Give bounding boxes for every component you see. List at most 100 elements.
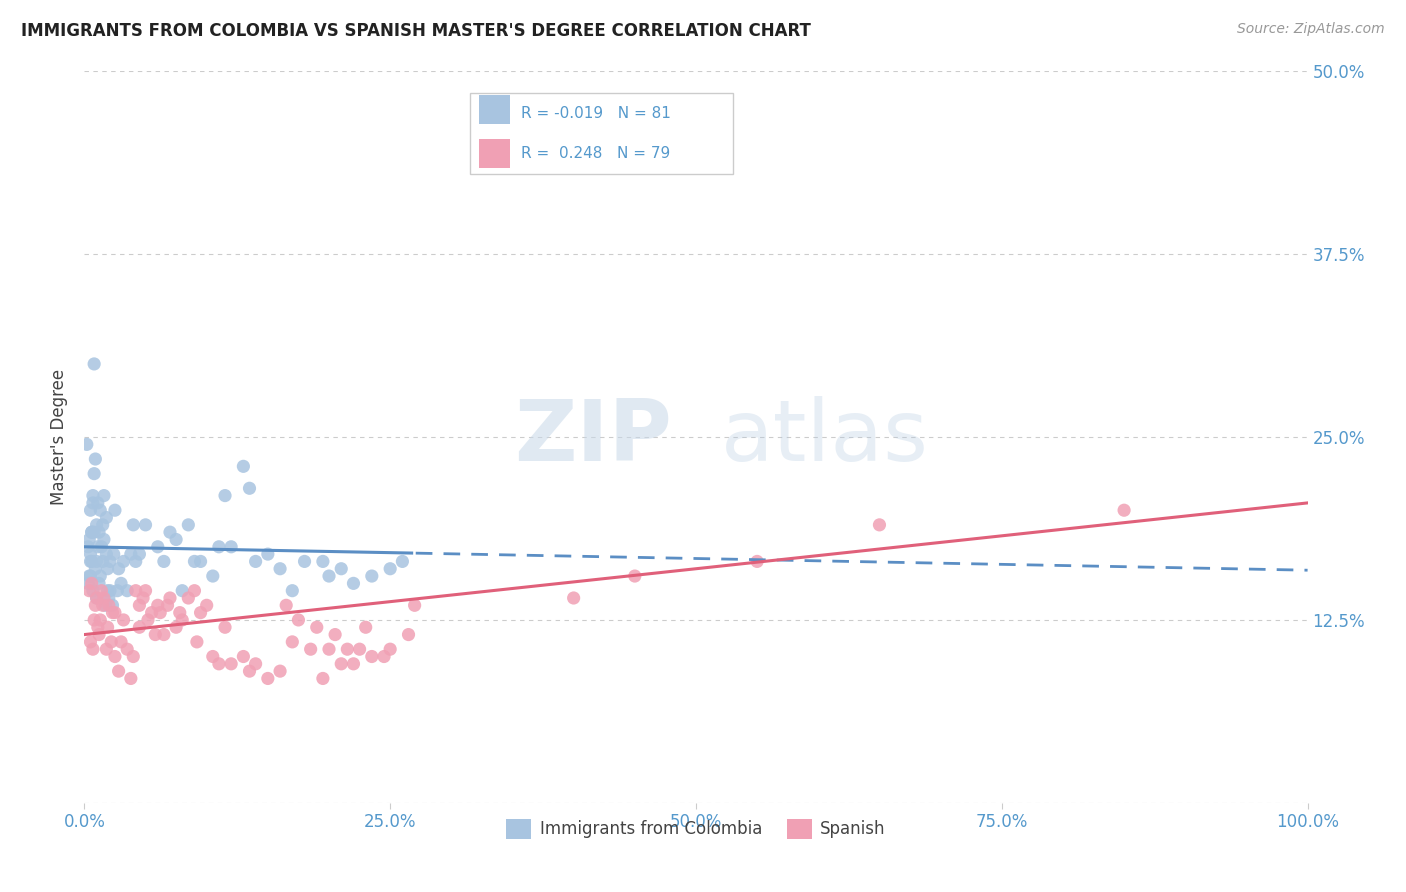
Point bbox=[269, 562, 291, 576]
Point bbox=[146, 599, 169, 613]
Point bbox=[232, 459, 254, 474]
Point bbox=[165, 533, 187, 547]
Point bbox=[97, 562, 120, 576]
Point bbox=[380, 642, 402, 657]
Point bbox=[80, 525, 103, 540]
Point bbox=[183, 583, 205, 598]
Point bbox=[82, 496, 104, 510]
Point bbox=[86, 554, 108, 568]
Point bbox=[104, 649, 127, 664]
Point bbox=[84, 599, 107, 613]
Point bbox=[87, 540, 110, 554]
Point bbox=[83, 357, 105, 371]
Point bbox=[208, 540, 231, 554]
Point bbox=[257, 672, 280, 686]
Point bbox=[624, 569, 647, 583]
Point bbox=[190, 554, 212, 568]
Point bbox=[135, 517, 157, 532]
Point bbox=[149, 606, 172, 620]
Point bbox=[232, 649, 254, 664]
Point bbox=[87, 627, 110, 641]
Point bbox=[93, 533, 115, 547]
Point bbox=[86, 591, 108, 605]
Point bbox=[318, 642, 340, 657]
Point bbox=[312, 672, 335, 686]
Point bbox=[83, 613, 105, 627]
Point bbox=[257, 547, 280, 561]
Point bbox=[747, 554, 769, 568]
Point bbox=[125, 554, 148, 568]
Text: Source: ZipAtlas.com: Source: ZipAtlas.com bbox=[1237, 22, 1385, 37]
Point bbox=[115, 642, 138, 657]
Point bbox=[190, 606, 212, 620]
Text: R =  0.248   N = 79: R = 0.248 N = 79 bbox=[522, 145, 671, 161]
Point bbox=[112, 613, 135, 627]
Point bbox=[172, 613, 194, 627]
Point bbox=[91, 517, 114, 532]
Point bbox=[89, 503, 111, 517]
Point bbox=[89, 613, 111, 627]
Point bbox=[77, 583, 100, 598]
Point bbox=[93, 591, 115, 605]
Point bbox=[79, 503, 101, 517]
Point bbox=[96, 510, 118, 524]
Point bbox=[97, 620, 120, 634]
Point bbox=[330, 562, 353, 576]
Point bbox=[101, 599, 124, 613]
Point bbox=[98, 583, 121, 598]
Point bbox=[100, 635, 122, 649]
Point bbox=[97, 599, 120, 613]
Point bbox=[76, 437, 98, 451]
Point bbox=[869, 517, 891, 532]
Point bbox=[128, 620, 150, 634]
Point bbox=[87, 620, 110, 634]
Point bbox=[360, 649, 382, 664]
Point bbox=[183, 554, 205, 568]
Point bbox=[323, 627, 346, 641]
Point bbox=[159, 591, 181, 605]
Point bbox=[86, 591, 108, 605]
Point bbox=[77, 540, 100, 554]
Point bbox=[110, 576, 132, 591]
Point bbox=[91, 554, 114, 568]
Point bbox=[79, 635, 101, 649]
Point bbox=[107, 562, 129, 576]
FancyBboxPatch shape bbox=[479, 95, 510, 124]
Point bbox=[169, 606, 191, 620]
Point bbox=[89, 569, 111, 583]
Point bbox=[136, 613, 159, 627]
Point bbox=[219, 540, 242, 554]
Point bbox=[98, 554, 121, 568]
Point bbox=[80, 576, 103, 591]
Point bbox=[299, 642, 322, 657]
Point bbox=[276, 599, 298, 613]
Point bbox=[312, 554, 335, 568]
Point bbox=[79, 554, 101, 568]
Point bbox=[360, 569, 382, 583]
Point bbox=[93, 489, 115, 503]
Point bbox=[269, 664, 291, 678]
Text: R = -0.019   N = 81: R = -0.019 N = 81 bbox=[522, 106, 671, 121]
Point bbox=[77, 533, 100, 547]
Point bbox=[349, 642, 371, 657]
Point bbox=[281, 635, 304, 649]
Point bbox=[146, 540, 169, 554]
Point bbox=[82, 583, 104, 598]
Point bbox=[101, 606, 124, 620]
Point bbox=[91, 599, 114, 613]
Point bbox=[153, 554, 176, 568]
Point bbox=[90, 540, 112, 554]
Point bbox=[120, 672, 142, 686]
Point bbox=[122, 649, 145, 664]
Point bbox=[80, 525, 103, 540]
Point bbox=[80, 554, 103, 568]
Point bbox=[186, 635, 208, 649]
Point bbox=[112, 554, 135, 568]
Point bbox=[172, 583, 194, 598]
Point bbox=[153, 627, 176, 641]
Point bbox=[281, 583, 304, 598]
Point bbox=[97, 591, 120, 605]
Point bbox=[141, 606, 163, 620]
Point bbox=[84, 562, 107, 576]
Text: atlas: atlas bbox=[720, 395, 928, 479]
